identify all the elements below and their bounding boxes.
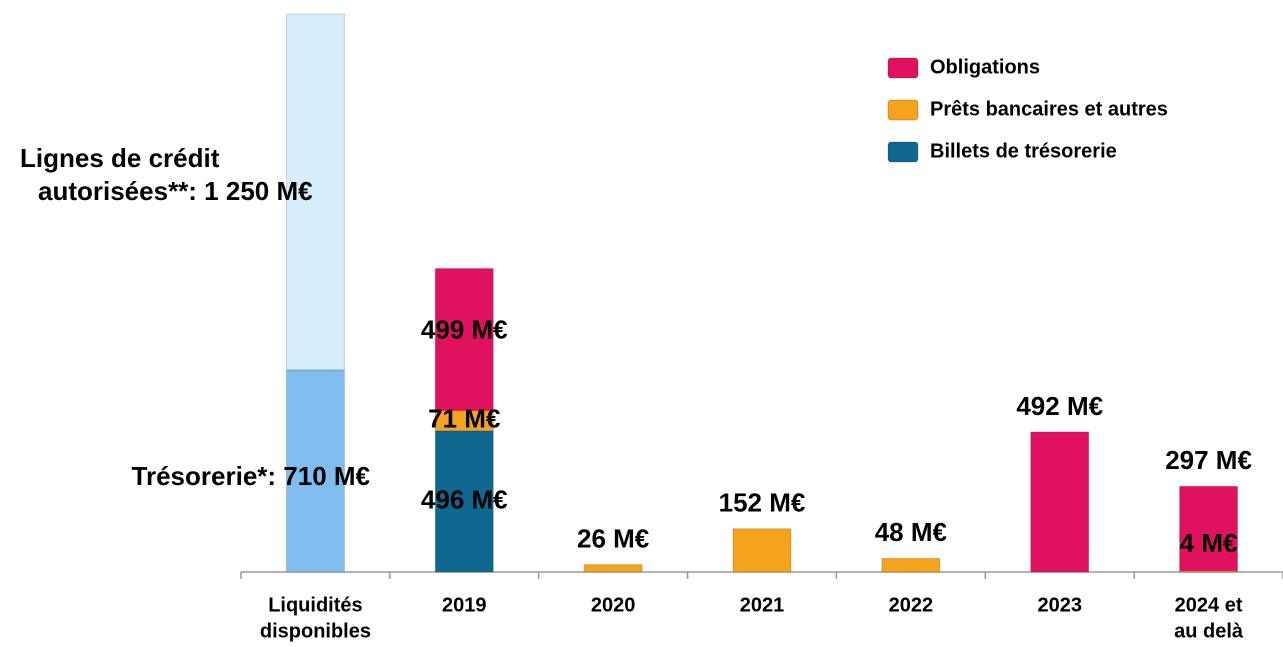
value-label: 152 M€ (719, 488, 806, 518)
bar (732, 528, 792, 573)
bar (285, 13, 345, 371)
legend-label: Prêts bancaires et autres (930, 98, 1168, 120)
bar (434, 268, 494, 412)
x-tick-label: 2019 (442, 594, 487, 616)
legend-label: Billets de trésorerie (930, 140, 1117, 162)
x-tick-label: Liquidités (268, 594, 362, 616)
legend-swatch (887, 57, 919, 79)
bar (434, 410, 494, 432)
bar (1179, 485, 1239, 572)
value-label: 4 M€ (1180, 528, 1238, 558)
value-label: 71 M€ (428, 404, 500, 434)
value-label: Trésorerie*: 710 M€ (132, 461, 370, 491)
value-label: 297 M€ (1165, 445, 1252, 475)
x-tick-label: 2023 (1037, 594, 1082, 616)
bar (1030, 431, 1090, 573)
value-label: 492 M€ (1016, 391, 1103, 421)
legend-swatch (887, 141, 919, 163)
value-label: autorisées**: 1 250 M€ (38, 176, 313, 206)
x-tick-label: au delà (1174, 620, 1244, 642)
value-label: Lignes de crédit (20, 143, 220, 173)
x-tick-label: 2022 (889, 594, 934, 616)
value-label: 26 M€ (577, 523, 649, 553)
bar (434, 430, 494, 573)
legend-swatch (887, 99, 919, 121)
legend-label: Obligations (930, 56, 1040, 78)
value-label: 48 M€ (875, 517, 947, 547)
bar (583, 564, 643, 573)
bar (285, 369, 345, 573)
x-tick-label: 2020 (591, 594, 636, 616)
x-tick-label: 2024 et (1175, 594, 1243, 616)
value-label: 499 M€ (421, 314, 508, 344)
bar (881, 557, 941, 573)
x-tick-label: 2021 (740, 594, 785, 616)
x-tick-label: disponibles (260, 620, 371, 642)
value-label: 496 M€ (421, 484, 508, 514)
